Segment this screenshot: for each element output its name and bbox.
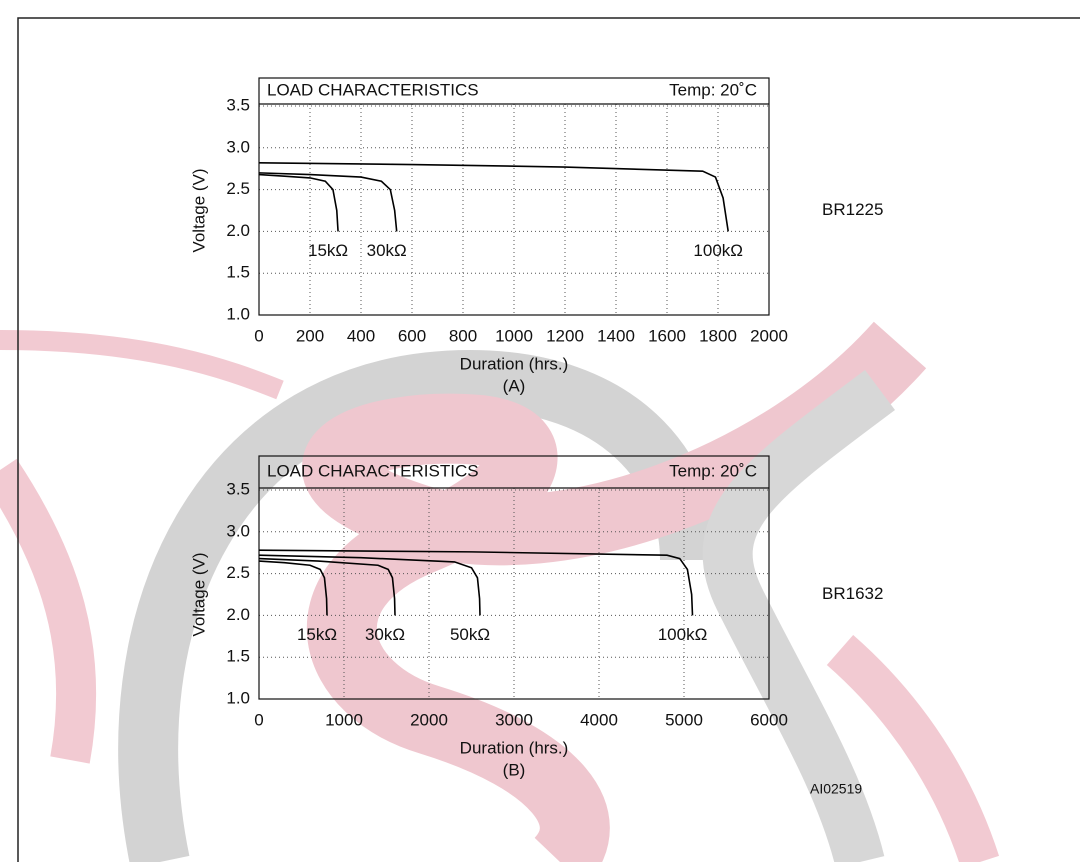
series-line	[258, 173, 339, 232]
x-tick-label: 1000	[325, 710, 363, 729]
y-tick-label: 2.0	[226, 605, 250, 624]
y-axis-label: Voltage (V)	[189, 552, 208, 636]
chart-title: LOAD CHARACTERISTICS	[267, 80, 479, 99]
annotation: Temp: 20˚C	[669, 80, 757, 99]
x-tick-label: 2000	[410, 710, 448, 729]
x-tick-label: 2000	[750, 326, 788, 345]
watermark-swoosh	[302, 321, 927, 862]
y-tick-label: 3.0	[226, 521, 250, 540]
series-line	[258, 172, 398, 232]
x-tick-label: 600	[398, 326, 426, 345]
x-tick-label: 0	[254, 326, 263, 345]
series-label: 100kΩ	[658, 625, 708, 644]
series-line	[258, 549, 694, 616]
caption: (B)	[503, 760, 526, 779]
y-tick-label: 3.0	[226, 137, 250, 156]
series-label: 100kΩ	[693, 241, 743, 260]
y-tick-label: 1.5	[226, 647, 250, 666]
series-label: 15kΩ	[297, 625, 337, 644]
x-tick-label: 1000	[495, 326, 533, 345]
watermark-stroke	[0, 458, 97, 764]
watermark	[0, 321, 1000, 862]
x-tick-label: 4000	[580, 710, 618, 729]
watermark-stroke	[826, 634, 1000, 862]
plot-frame	[258, 77, 770, 316]
chart-title: LOAD CHARACTERISTICS	[267, 461, 479, 480]
x-tick-label: 400	[347, 326, 375, 345]
x-tick-label: 200	[296, 326, 324, 345]
x-tick-label: 1800	[699, 326, 737, 345]
y-axis-label: Voltage (V)	[189, 168, 208, 252]
y-tick-label: 1.0	[226, 304, 250, 323]
y-tick-label: 1.5	[226, 263, 250, 282]
series-label: 30kΩ	[367, 241, 407, 260]
model-label: BR1632	[822, 584, 883, 603]
x-tick-label: 1600	[648, 326, 686, 345]
series-label: 15kΩ	[308, 241, 348, 260]
x-axis-label: Duration (hrs.)	[460, 738, 569, 757]
watermark-arc	[118, 349, 720, 862]
y-tick-label: 2.0	[226, 221, 250, 240]
x-axis-label: Duration (hrs.)	[460, 354, 569, 373]
series-line	[258, 560, 328, 616]
x-tick-label: 5000	[665, 710, 703, 729]
series-label: 50kΩ	[450, 625, 490, 644]
y-tick-label: 2.5	[226, 179, 250, 198]
x-tick-label: 0	[254, 710, 263, 729]
series-line	[258, 554, 481, 616]
x-tick-label: 800	[449, 326, 477, 345]
x-tick-label: 1200	[546, 326, 584, 345]
caption: (A)	[503, 376, 526, 395]
figure-id: AI02519	[810, 781, 862, 797]
annotation: Temp: 20˚C	[669, 461, 757, 480]
figure-border	[17, 17, 1080, 862]
y-tick-label: 3.5	[226, 479, 250, 498]
y-tick-label: 2.5	[226, 563, 250, 582]
plot-frame	[258, 455, 770, 700]
x-tick-label: 1400	[597, 326, 635, 345]
watermark-arc	[702, 369, 895, 862]
x-tick-label: 6000	[750, 710, 788, 729]
series-label: 30kΩ	[365, 625, 405, 644]
y-tick-label: 3.5	[226, 95, 250, 114]
watermark-stroke	[0, 330, 284, 400]
x-tick-label: 3000	[495, 710, 533, 729]
series-line	[258, 557, 396, 616]
model-label: BR1225	[822, 200, 883, 219]
y-tick-label: 1.0	[226, 688, 250, 707]
series-line	[258, 162, 729, 232]
